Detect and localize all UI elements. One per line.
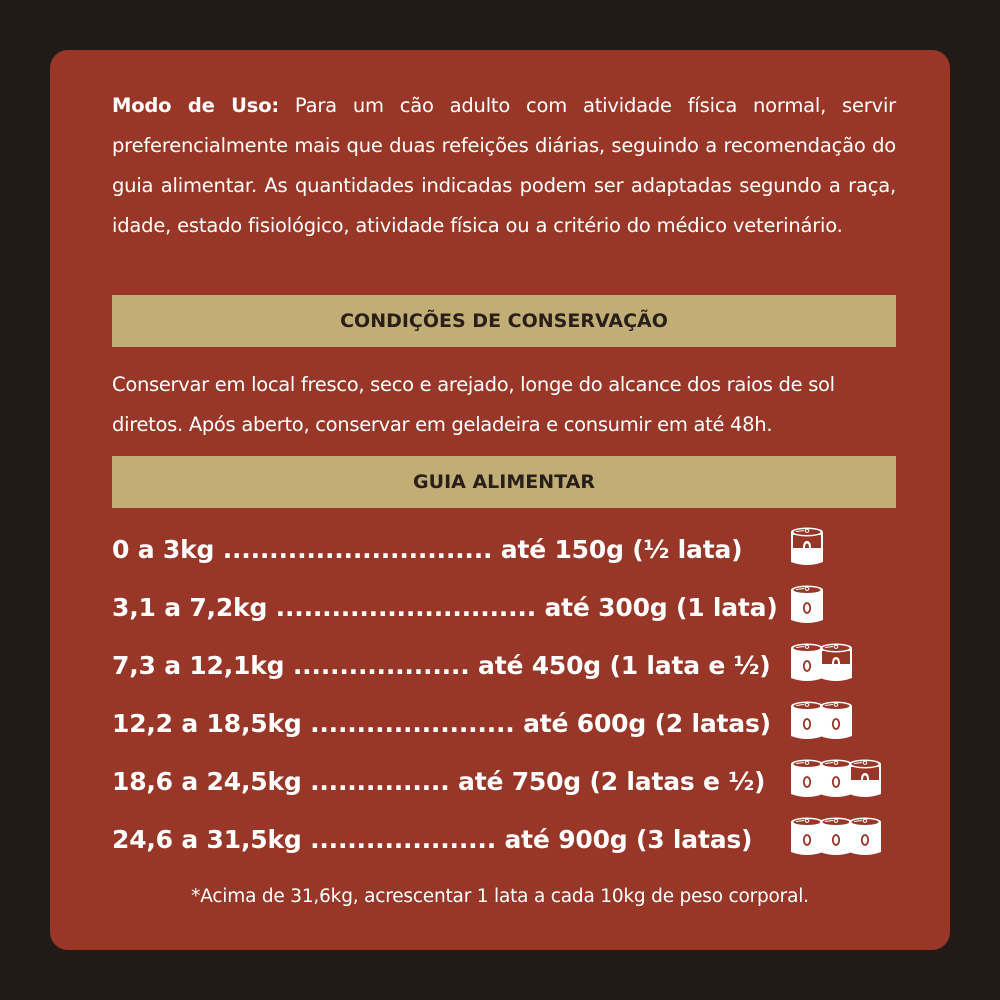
usage-instructions: Modo de Uso: Para um cão adulto com ativ… bbox=[112, 86, 896, 246]
half-can-icon bbox=[849, 759, 881, 797]
can-icons bbox=[790, 700, 852, 746]
can-icons bbox=[790, 642, 853, 688]
usage-label: Modo de Uso: bbox=[112, 94, 279, 117]
feeding-row-text: 0 a 3kg ............................. at… bbox=[112, 534, 743, 564]
product-info-card: Modo de Uso: Para um cão adulto com ativ… bbox=[50, 50, 950, 950]
footnote: *Acima de 31,6kg, acrescentar 1 lata a c… bbox=[191, 886, 809, 907]
feeding-row: 18,6 a 24,5kg ............... até 750g (… bbox=[112, 752, 912, 810]
can-icons bbox=[790, 526, 824, 572]
can-icons bbox=[790, 816, 881, 862]
feeding-row-text: 24,6 a 31,5kg .................... até 9… bbox=[112, 824, 753, 854]
feeding-row-text: 7,3 a 12,1kg ................... até 450… bbox=[112, 650, 771, 680]
can-icon bbox=[791, 643, 823, 681]
feeding-guide-heading: GUIA ALIMENTAR bbox=[112, 456, 896, 508]
feeding-row: 7,3 a 12,1kg ................... até 450… bbox=[112, 636, 912, 694]
feeding-row-text: 18,6 a 24,5kg ............... até 750g (… bbox=[112, 766, 766, 796]
feeding-row: 12,2 a 18,5kg ...................... até… bbox=[112, 694, 912, 752]
feeding-row-text: 12,2 a 18,5kg ...................... até… bbox=[112, 708, 771, 738]
can-icon bbox=[791, 585, 823, 623]
can-icon bbox=[820, 759, 852, 797]
can-icons bbox=[790, 758, 882, 804]
can-icon bbox=[820, 817, 852, 855]
half-can-icon bbox=[820, 643, 852, 681]
can-icon bbox=[791, 817, 823, 855]
can-icon bbox=[791, 701, 823, 739]
conservation-text: Conservar em local fresco, seco e arejad… bbox=[112, 373, 835, 436]
feeding-guide-table: 0 a 3kg ............................. at… bbox=[112, 520, 912, 868]
feeding-row: 0 a 3kg ............................. at… bbox=[112, 520, 912, 578]
can-icon bbox=[791, 759, 823, 797]
can-icons bbox=[790, 584, 823, 630]
conservation-heading: CONDIÇÕES DE CONSERVAÇÃO bbox=[112, 295, 896, 347]
can-icon bbox=[849, 817, 881, 855]
feeding-row: 3,1 a 7,2kg ............................… bbox=[112, 578, 912, 636]
half-can-icon bbox=[791, 527, 823, 565]
feeding-row: 24,6 a 31,5kg .................... até 9… bbox=[112, 810, 912, 868]
feeding-row-text: 3,1 a 7,2kg ............................… bbox=[112, 592, 778, 622]
can-icon bbox=[820, 701, 852, 739]
usage-text: Para um cão adulto com atividade física … bbox=[112, 94, 897, 237]
